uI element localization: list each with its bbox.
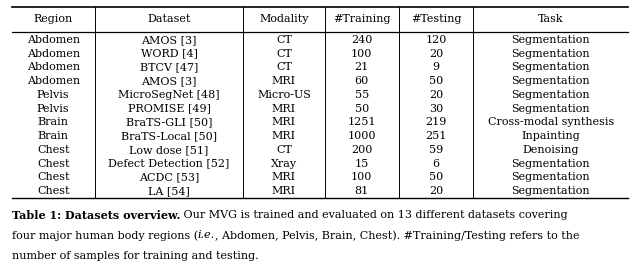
Text: Table 1:: Table 1: <box>12 210 65 221</box>
Text: 50: 50 <box>429 76 443 86</box>
Text: #Training: #Training <box>333 13 390 24</box>
Text: Cross-modal synthesis: Cross-modal synthesis <box>488 117 614 127</box>
Text: ACDC [53]: ACDC [53] <box>139 172 199 182</box>
Text: Inpainting: Inpainting <box>522 131 580 141</box>
Text: MRI: MRI <box>272 186 296 196</box>
Text: MRI: MRI <box>272 76 296 86</box>
Text: i.e.: i.e. <box>198 230 215 240</box>
Text: 1251: 1251 <box>348 117 376 127</box>
Text: Segmentation: Segmentation <box>511 159 590 169</box>
Text: 200: 200 <box>351 145 372 155</box>
Text: Brain: Brain <box>38 131 68 141</box>
Text: 21: 21 <box>355 62 369 72</box>
Text: Chest: Chest <box>37 186 70 196</box>
Text: Xray: Xray <box>271 159 297 169</box>
Text: Segmentation: Segmentation <box>511 172 590 182</box>
Text: CT: CT <box>276 62 292 72</box>
Text: 20: 20 <box>429 186 443 196</box>
Text: 20: 20 <box>429 49 443 59</box>
Text: Abdomen: Abdomen <box>27 76 80 86</box>
Text: WORD [4]: WORD [4] <box>141 49 198 59</box>
Text: MRI: MRI <box>272 104 296 114</box>
Text: CT: CT <box>276 145 292 155</box>
Text: Low dose [51]: Low dose [51] <box>129 145 209 155</box>
Text: 100: 100 <box>351 172 372 182</box>
Text: Abdomen: Abdomen <box>27 49 80 59</box>
Text: 50: 50 <box>355 104 369 114</box>
Text: Datasets overview.: Datasets overview. <box>65 210 180 221</box>
Text: 60: 60 <box>355 76 369 86</box>
Text: Abdomen: Abdomen <box>27 62 80 72</box>
Text: Pelvis: Pelvis <box>37 104 70 114</box>
Text: 81: 81 <box>355 186 369 196</box>
Text: Chest: Chest <box>37 159 70 169</box>
Text: number of samples for training and testing.: number of samples for training and testi… <box>12 251 258 260</box>
Text: Defect Detection [52]: Defect Detection [52] <box>108 159 230 169</box>
Text: 120: 120 <box>425 35 447 45</box>
Text: LA [54]: LA [54] <box>148 186 190 196</box>
Text: 30: 30 <box>429 104 443 114</box>
Text: Segmentation: Segmentation <box>511 76 590 86</box>
Text: PROMISE [49]: PROMISE [49] <box>127 104 211 114</box>
Text: 15: 15 <box>355 159 369 169</box>
Text: CT: CT <box>276 49 292 59</box>
Text: Abdomen: Abdomen <box>27 35 80 45</box>
Text: Segmentation: Segmentation <box>511 62 590 72</box>
Text: Denoising: Denoising <box>522 145 579 155</box>
Text: 50: 50 <box>429 172 443 182</box>
Text: AMOS [3]: AMOS [3] <box>141 76 197 86</box>
Text: 55: 55 <box>355 90 369 100</box>
Text: BTCV [47]: BTCV [47] <box>140 62 198 72</box>
Text: Modality: Modality <box>259 13 308 24</box>
Text: MicroSegNet [48]: MicroSegNet [48] <box>118 90 220 100</box>
Text: four major human body regions (: four major human body regions ( <box>12 230 198 241</box>
Text: Brain: Brain <box>38 117 68 127</box>
Text: Chest: Chest <box>37 145 70 155</box>
Text: Segmentation: Segmentation <box>511 104 590 114</box>
Text: 240: 240 <box>351 35 372 45</box>
Text: Segmentation: Segmentation <box>511 49 590 59</box>
Text: BraTS-GLI [50]: BraTS-GLI [50] <box>126 117 212 127</box>
Text: Dataset: Dataset <box>147 13 191 24</box>
Text: MRI: MRI <box>272 131 296 141</box>
Text: MRI: MRI <box>272 172 296 182</box>
Text: Our MVG is trained and evaluated on 13 different datasets covering: Our MVG is trained and evaluated on 13 d… <box>180 210 568 220</box>
Text: 20: 20 <box>429 90 443 100</box>
Text: BraTS-Local [50]: BraTS-Local [50] <box>121 131 217 141</box>
Text: AMOS [3]: AMOS [3] <box>141 35 197 45</box>
Text: Task: Task <box>538 13 564 24</box>
Text: 9: 9 <box>433 62 440 72</box>
Text: 59: 59 <box>429 145 443 155</box>
Text: Micro-US: Micro-US <box>257 90 311 100</box>
Text: , Abdomen, Pelvis, Brain, Chest). #Training/Testing refers to the: , Abdomen, Pelvis, Brain, Chest). #Train… <box>215 230 579 241</box>
Text: 6: 6 <box>433 159 440 169</box>
Text: 219: 219 <box>425 117 447 127</box>
Text: 1000: 1000 <box>348 131 376 141</box>
Text: Region: Region <box>33 13 73 24</box>
Text: CT: CT <box>276 35 292 45</box>
Text: Pelvis: Pelvis <box>37 90 70 100</box>
Text: Chest: Chest <box>37 172 70 182</box>
Text: 251: 251 <box>425 131 447 141</box>
Text: #Testing: #Testing <box>411 13 461 24</box>
Text: 100: 100 <box>351 49 372 59</box>
Text: MRI: MRI <box>272 117 296 127</box>
Text: Segmentation: Segmentation <box>511 35 590 45</box>
Text: Segmentation: Segmentation <box>511 186 590 196</box>
Text: Segmentation: Segmentation <box>511 90 590 100</box>
